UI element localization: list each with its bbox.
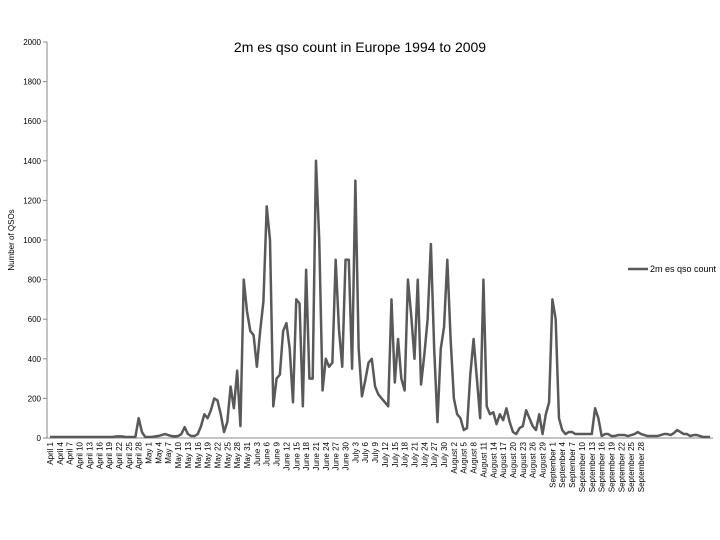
legend-label: 2m es qso count (650, 264, 717, 274)
series-line (50, 159, 710, 439)
x-tick-label: July 6 (361, 441, 370, 462)
x-tick-label: June 3 (253, 441, 262, 466)
x-tick-label: July 27 (430, 441, 439, 467)
x-tick-label: June 27 (332, 441, 341, 470)
x-tick-label: August 23 (519, 441, 528, 478)
y-tick-label: 1800 (23, 78, 41, 87)
x-tick-label: April 7 (66, 441, 75, 464)
x-tick-label: May 1 (145, 441, 154, 463)
y-tick-label: 1200 (23, 196, 41, 205)
x-tick-label: August 26 (529, 441, 538, 478)
x-tick-label: May 31 (243, 441, 252, 468)
x-tick-label: July 12 (381, 441, 390, 467)
x-tick-label: May 13 (184, 441, 193, 468)
x-tick-label: September 19 (607, 441, 616, 492)
x-tick-label: September 16 (598, 441, 607, 492)
x-tick-label: July 18 (401, 441, 410, 467)
y-tick-label: 600 (28, 315, 42, 324)
x-tick-label: May 19 (204, 441, 213, 468)
x-tick-label: July 21 (410, 441, 419, 467)
y-axis-title: Number of QSOs (7, 209, 16, 270)
x-tick-label: April 10 (76, 441, 85, 469)
x-tick-label: July 3 (351, 441, 360, 462)
x-tick-label: April 4 (56, 441, 65, 464)
x-tick-label: May 10 (174, 441, 183, 468)
x-tick-label: September 7 (568, 441, 577, 487)
x-tick-label: June 21 (312, 441, 321, 470)
x-tick-label: July 30 (440, 441, 449, 467)
x-tick-label: August 29 (539, 441, 548, 478)
x-tick-label: August 2 (450, 441, 459, 473)
x-tick-label: April 16 (95, 441, 104, 469)
y-tick-label: 1600 (23, 117, 41, 126)
x-tick-label: June 24 (322, 441, 331, 470)
x-tick-label: May 25 (223, 441, 232, 468)
x-tick-label: August 5 (460, 441, 469, 473)
x-tick-label: June 12 (282, 441, 291, 470)
x-tick-label: September 22 (617, 441, 626, 492)
x-tick-label: September 4 (558, 441, 567, 487)
x-tick-label: August 8 (470, 441, 479, 473)
x-tick-label: May 22 (213, 441, 222, 468)
x-tick-label: May 16 (194, 441, 203, 468)
x-tick-label: April 1 (46, 441, 55, 464)
x-tick-label: April 22 (115, 441, 124, 469)
x-tick-label: April 13 (85, 441, 94, 469)
x-tick-label: May 28 (233, 441, 242, 468)
x-tick-label: August 20 (509, 441, 518, 478)
x-tick-label: September 28 (637, 441, 646, 492)
x-tick-label: June 9 (273, 441, 282, 466)
y-tick-label: 1400 (23, 157, 41, 166)
x-tick-label: September 10 (578, 441, 587, 492)
x-tick-label: April 25 (125, 441, 134, 469)
x-tick-label: May 4 (154, 441, 163, 463)
y-tick-label: 2000 (23, 38, 41, 47)
x-tick-label: September 25 (627, 441, 636, 492)
x-tick-label: August 14 (489, 441, 498, 478)
x-tick-label: September 1 (548, 441, 557, 487)
y-tick-label: 200 (28, 394, 42, 403)
x-tick-label: September 13 (588, 441, 597, 492)
y-tick-label: 800 (28, 276, 42, 285)
x-tick-label: April 19 (105, 441, 114, 469)
chart-title: 2m es qso count in Europe 1994 to 2009 (234, 39, 486, 55)
x-tick-label: August 17 (499, 441, 508, 478)
x-tick-label: April 28 (135, 441, 144, 469)
x-tick-label: August 11 (479, 441, 488, 477)
x-tick-label: July 24 (420, 441, 429, 467)
y-tick-label: 400 (28, 355, 42, 364)
legend: 2m es qso count (628, 264, 717, 274)
x-tick-label: June 30 (342, 441, 351, 470)
x-tick-label: June 15 (292, 441, 301, 470)
x-tick-label: June 18 (302, 441, 311, 470)
x-tick-label: May 7 (164, 441, 173, 463)
x-tick-label: July 15 (391, 441, 400, 467)
y-tick-label: 0 (37, 434, 42, 443)
x-tick-label: July 9 (371, 441, 380, 462)
y-tick-label: 1000 (23, 236, 41, 245)
x-tick-label: June 6 (263, 441, 272, 466)
